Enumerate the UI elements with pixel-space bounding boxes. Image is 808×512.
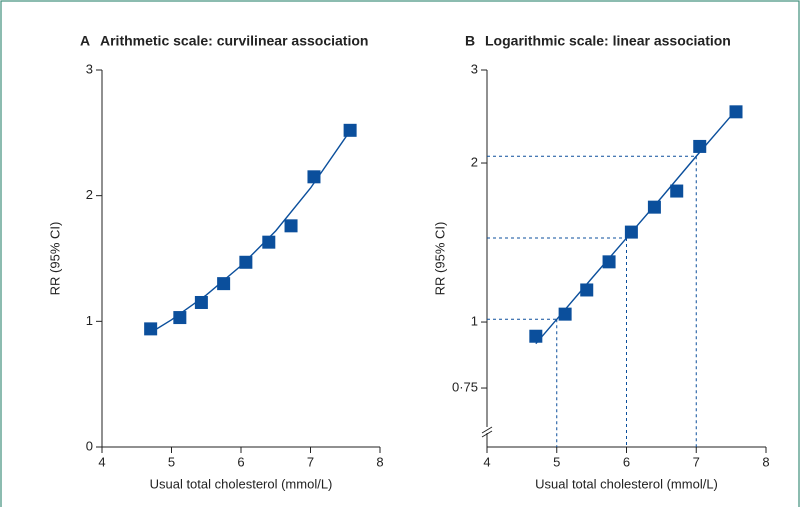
y-tick-label: 2 [471,154,478,169]
data-point [307,170,321,184]
panel-label: A [80,33,90,49]
y-tick-label: 2 [86,187,93,202]
y-axis-label: RR (95% CI) [47,222,62,296]
y-tick-label: 3 [471,61,478,76]
data-point [239,255,253,269]
data-point [580,283,594,297]
data-point [670,184,684,198]
x-tick-label: 5 [168,454,175,469]
y-tick-label: 1 [86,313,93,328]
data-point [558,307,572,321]
y-axis-label: RR (95% CI) [432,222,447,296]
axis-break [481,430,493,438]
x-tick-label: 8 [376,454,383,469]
x-axis-label: Usual total cholesterol (mmol/L) [535,476,718,491]
x-axis-label: Usual total cholesterol (mmol/L) [150,476,333,491]
x-tick-label: 4 [483,454,490,469]
data-point [343,123,357,137]
data-point [144,322,158,336]
data-point [602,255,616,269]
data-point [624,225,638,239]
x-tick-label: 8 [762,454,769,469]
x-tick-label: 4 [98,454,105,469]
x-tick-label: 6 [623,454,630,469]
data-point [284,219,298,233]
x-tick-label: 6 [237,454,244,469]
fit-line [150,132,350,334]
data-point [647,200,661,214]
data-point [693,139,707,153]
y-tick-label: 0 [86,438,93,453]
panel-title: Logarithmic scale: linear association [485,33,731,49]
data-point [217,277,231,291]
data-point [262,235,276,249]
y-tick-label: 0·75 [452,379,478,394]
panel-label: B [465,33,475,49]
data-point [529,329,543,343]
y-tick-label: 3 [86,61,93,76]
panel-title: Arithmetic scale: curvilinear associatio… [100,33,368,49]
y-tick-label: 1 [471,313,478,328]
data-point [173,311,187,325]
data-point [194,295,208,309]
x-tick-label: 7 [307,454,314,469]
x-tick-label: 7 [693,454,700,469]
x-tick-label: 5 [553,454,560,469]
axis-break [481,426,493,434]
data-point [729,105,743,119]
